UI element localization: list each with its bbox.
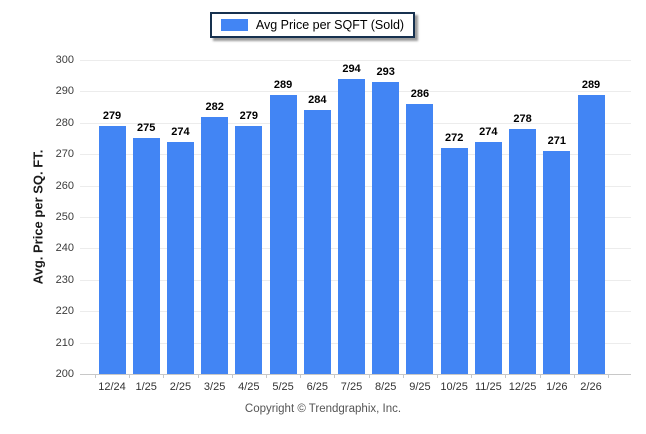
bar-value-label: 275	[137, 122, 156, 134]
y-tick-label: 270	[55, 148, 74, 160]
legend-label: Avg Price per SQFT (Sold)	[255, 18, 405, 32]
x-tick-mark	[129, 374, 130, 378]
bar-value-label: 289	[273, 79, 293, 91]
gridline	[80, 60, 631, 61]
x-tick-label: 5/25	[272, 381, 294, 393]
y-tick-label: 300	[55, 54, 74, 66]
x-tick-label: 10/25	[440, 381, 468, 393]
x-tick-label: 2/26	[580, 381, 602, 393]
x-axis-labels: 12/24 1/25 2/25 3/25 4/25 5/25 6/25 7/25 8/25 9/2…	[80, 381, 631, 395]
x-tick-mark	[300, 374, 301, 378]
bar-value-label: 286	[410, 88, 430, 100]
bar-value-label: 293	[376, 66, 395, 78]
x-tick-mark	[437, 374, 438, 378]
y-tick-label: 230	[55, 274, 74, 286]
bar	[440, 148, 468, 374]
x-tick-label: 1/25	[135, 381, 157, 393]
x-tick-mark	[403, 374, 404, 378]
x-tick-mark	[232, 374, 233, 378]
bar	[201, 117, 229, 374]
bar	[166, 142, 194, 374]
bar	[543, 151, 571, 374]
x-tick-label: 7/25	[340, 381, 363, 393]
bar-value-label: 279	[239, 110, 259, 122]
legend-swatch	[220, 19, 248, 31]
bar	[98, 126, 126, 374]
x-tick-label: 4/25	[238, 381, 260, 393]
bar	[474, 142, 502, 374]
y-tick-label: 220	[55, 305, 74, 317]
x-tick-label: 9/25	[409, 381, 431, 393]
y-tick-label: 280	[55, 117, 74, 129]
bar-value-label: 278	[513, 113, 532, 125]
x-tick-mark	[95, 374, 96, 378]
bar-value-label: 272	[444, 132, 464, 144]
y-tick-label: 250	[55, 211, 74, 223]
x-tick-mark	[198, 374, 199, 378]
x-tick-label: 12/24	[98, 381, 126, 393]
x-tick-mark	[505, 374, 506, 378]
bar	[303, 110, 331, 374]
x-tick-label: 6/25	[306, 381, 328, 393]
y-tick-label: 290	[55, 85, 74, 97]
bar	[269, 95, 297, 374]
bar-value-label: 274	[479, 126, 498, 138]
bar-value-label: 282	[205, 101, 224, 113]
bar	[132, 138, 160, 374]
x-tick-mark	[471, 374, 472, 378]
bar-value-label: 289	[581, 79, 601, 91]
x-tick-label: 3/25	[203, 381, 226, 393]
x-tick-mark	[334, 374, 335, 378]
x-tick-mark	[608, 374, 609, 378]
copyright-text: Copyright © Trendgraphix, Inc.	[244, 403, 402, 415]
bar	[577, 95, 605, 374]
y-tick-label: 200	[55, 368, 74, 380]
x-tick-mark	[266, 374, 267, 378]
bar	[338, 79, 365, 374]
y-tick-label: 260	[55, 180, 74, 192]
bar	[406, 104, 434, 374]
x-tick-mark	[540, 374, 541, 378]
legend-box: Avg Price per SQFT (Sold)	[210, 12, 415, 38]
y-tick-label: 210	[55, 337, 74, 349]
bar	[235, 126, 263, 374]
x-tick-mark	[163, 374, 164, 378]
x-tick-label: 12/25	[508, 381, 537, 393]
y-tick-label: 240	[55, 242, 74, 254]
x-axis-line	[80, 374, 631, 375]
x-tick-mark	[369, 374, 370, 378]
x-tick-mark	[574, 374, 575, 378]
bar-value-label: 271	[547, 135, 566, 147]
plot-area: 279 275 274 282 279 289 284 294 293 286 272 274 278 2…	[80, 60, 631, 378]
bar-value-label: 284	[308, 94, 327, 106]
bar-value-label: 274	[171, 126, 190, 138]
bar-value-label: 279	[102, 110, 122, 122]
bar-value-label: 294	[342, 63, 361, 75]
x-tick-label: 1/26	[546, 381, 568, 393]
x-tick-label: 2/25	[169, 381, 192, 393]
y-axis: 200 210 220 230 240 250 260 270 280 290 300	[0, 54, 74, 380]
bar	[509, 129, 537, 374]
bar	[372, 82, 400, 374]
x-tick-label: 8/25	[374, 381, 397, 393]
x-tick-label: 11/25	[474, 381, 502, 393]
